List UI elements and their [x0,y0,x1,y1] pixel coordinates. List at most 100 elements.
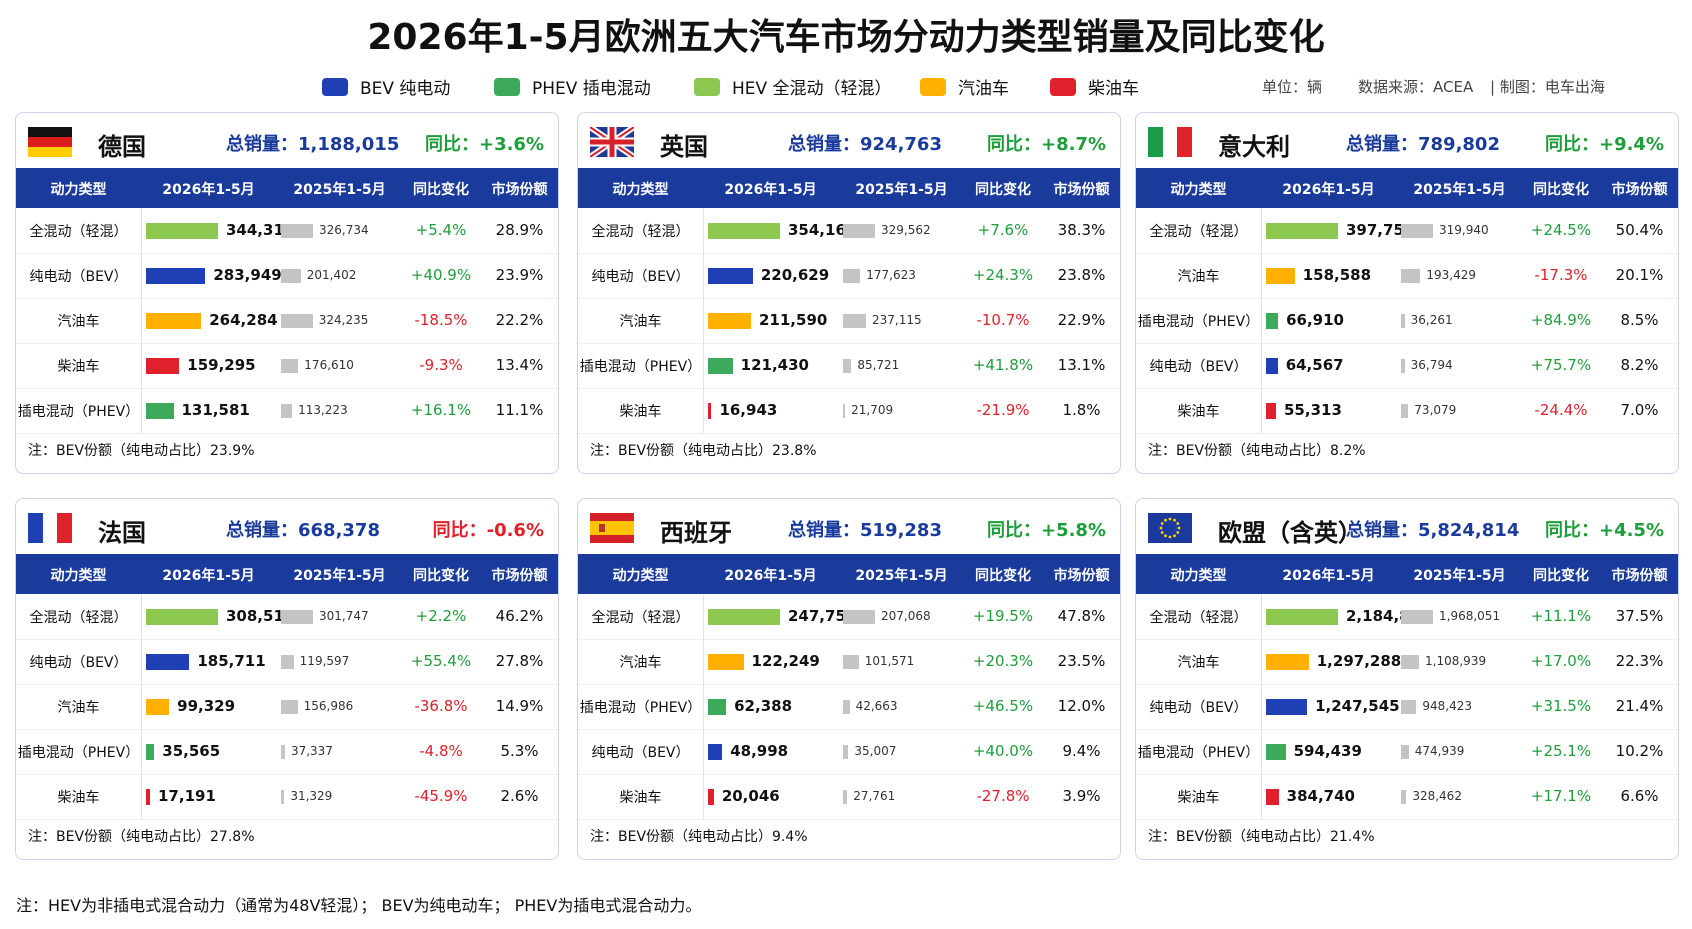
bar-2025 [1401,655,1420,669]
vehicle-type: 全混动（轻混） [29,224,128,240]
value-2026: 64,567 [1285,356,1344,374]
total: 总销量：668,378 [226,516,380,542]
bar-2026 [146,403,174,419]
bar-2026 [708,223,780,239]
yoy: 同比：+8.7% [987,130,1106,156]
bar-2026 [146,268,206,284]
table-row: 柴油车 384,740 328,462 +17.1% 6.6% [1136,774,1678,820]
bev-note: 注：BEV份额（纯电动占比）8.2% [1148,443,1366,459]
bar-2026 [146,609,218,625]
column-header: 2026年1-5月 [724,568,817,584]
market-share: 13.4% [495,356,544,374]
bar-2026 [146,654,190,670]
market-share: 27.8% [495,652,544,670]
total-value: 924,763 [860,134,942,155]
column-header: 同比变化 [413,182,469,198]
table-row: 插电混动（PHEV） 62,388 42,663 +46.5% 12.0% [578,684,1120,730]
value-2026: 158,588 [1302,266,1372,284]
bar-2026 [1266,744,1286,760]
bar-2026 [1266,699,1308,715]
market-share: 22.9% [1057,311,1106,329]
yoy-change: +7.6% [977,221,1029,239]
total-label: 总销量： [1346,520,1418,541]
legend-label: HEV 全混动（轻混） [732,79,892,99]
bar-2025 [1401,610,1433,624]
value-2025: 201,402 [306,268,357,282]
total-value: 519,283 [860,520,942,541]
table-row: 汽油车 122,249 101,571 +20.3% 23.5% [578,639,1120,685]
table-header: 动力类型 2026年1-5月 2025年1-5月 同比变化 市场份额 [1136,168,1678,208]
table-row: 纯电动（BEV） 1,247,545 948,423 +31.5% 21.4% [1136,684,1678,730]
yoy: 同比：-0.6% [433,516,544,542]
yoy-change: -17.3% [1534,266,1588,284]
vehicle-type: 全混动（轻混） [1149,224,1248,240]
value-2025: 1,968,051 [1439,609,1501,623]
yoy-change: +17.1% [1530,787,1592,805]
column-header: 2025年1-5月 [855,568,948,584]
legend-label: PHEV 插电混动 [532,79,651,99]
yoy-change: -21.9% [976,401,1030,419]
bev-note: 注：BEV份额（纯电动占比）23.8% [590,443,817,459]
table-row: 汽油车 99,329 156,986 -36.8% 14.9% [16,684,558,730]
value-2025: 113,223 [298,403,348,417]
col-sep [703,343,704,388]
table-row: 插电混动（PHEV） 131,581 113,223 +16.1% 11.1% [16,388,558,434]
bar-2026 [708,268,753,284]
bar-2025 [1401,790,1407,804]
total-value: 5,824,814 [1418,520,1520,541]
market-share: 21.4% [1615,697,1664,715]
col-sep [141,639,142,684]
country-panel: 德国 总销量：1,188,015 同比：+3.6% 动力类型 2026年1-5月 2025… [15,112,559,474]
title: 2026年1-5月欧洲五大汽车市场分动力类型销量及同比变化 [367,17,1325,58]
country-panel: 西班牙 总销量：519,283 同比：+5.8% 动力类型 2026年1-5月 2025年… [577,498,1121,860]
bar-2026 [708,609,780,625]
yoy-change: -18.5% [414,311,468,329]
col-sep [141,729,142,774]
table-row: 纯电动（BEV） 64,567 36,794 +75.7% 8.2% [1136,343,1678,389]
col-sep [141,343,142,388]
yoy-change: +40.9% [410,266,472,284]
bar-2026 [1266,654,1309,670]
total: 总销量：1,188,015 [226,130,399,156]
table-row: 插电混动（PHEV） 35,565 37,337 -4.8% 5.3% [16,729,558,775]
flag [28,127,72,157]
column-header: 市场份额 [1053,182,1110,198]
value-2026: 48,998 [730,742,789,760]
table-row: 汽油车 264,284 324,235 -18.5% 22.2% [16,298,558,344]
vehicle-type: 纯电动（BEV） [591,745,690,761]
legend-swatch [694,77,720,96]
source: 数据来源：ACEA [1358,78,1474,96]
legend-label: BEV 纯电动 [360,79,451,99]
market-share: 8.5% [1620,311,1659,329]
flag [28,513,72,543]
legend-label: 汽油车 [958,79,1009,99]
yoy-value: +5.8% [1040,520,1106,541]
table-row: 纯电动（BEV） 220,629 177,623 +24.3% 23.8% [578,253,1120,299]
column-header: 市场份额 [491,568,548,584]
column-header: 动力类型 [612,182,669,198]
market-share: 10.2% [1615,742,1664,760]
total-value: 789,802 [1418,134,1500,155]
vehicle-type: 插电混动（PHEV） [1137,314,1260,330]
value-2025: 101,571 [864,654,915,668]
col-sep [703,253,704,298]
table-row: 全混动（轻混） 344,318 326,734 +5.4% 28.9% [16,208,558,254]
yoy-change: +46.5% [972,697,1034,715]
bar-2026 [708,358,733,374]
bar-2025 [843,790,848,804]
table-row: 全混动（轻混） 2,184,846 1,968,051 +11.1% 37.5% [1136,594,1678,640]
value-2025: 27,761 [853,789,896,803]
bar-2025 [1401,224,1433,238]
yoy-change: +5.4% [415,221,467,239]
vehicle-type: 柴油车 [1177,404,1220,420]
bar-2025 [281,314,313,328]
bev-note: 注：BEV份额（纯电动占比）23.9% [28,443,255,459]
bar-2025 [281,655,294,669]
column-header: 市场份额 [491,182,548,198]
value-2025: 237,115 [872,313,922,327]
bar-2026 [1266,313,1279,329]
col-sep [1261,729,1262,774]
total-label: 总销量： [1346,134,1418,155]
bar-2026 [146,313,202,329]
